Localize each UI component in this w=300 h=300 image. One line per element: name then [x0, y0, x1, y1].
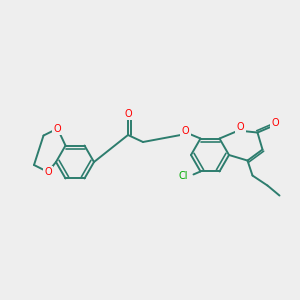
Text: O: O [182, 125, 189, 136]
Text: O: O [44, 167, 52, 177]
Text: O: O [124, 109, 132, 119]
Text: O: O [237, 122, 244, 131]
Text: O: O [54, 124, 61, 134]
Text: Cl: Cl [179, 172, 188, 182]
Text: O: O [272, 118, 279, 128]
